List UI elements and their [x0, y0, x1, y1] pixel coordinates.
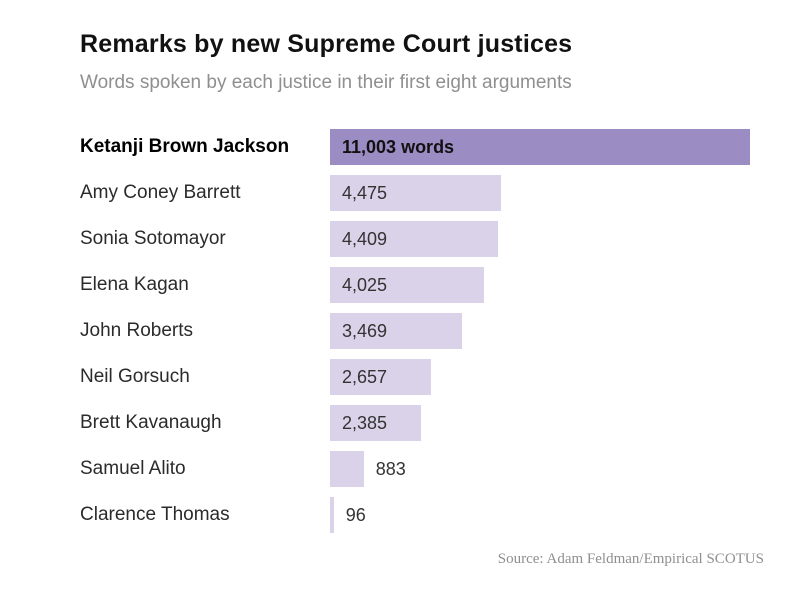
- chart-row: Neil Gorsuch 2,657: [80, 354, 750, 400]
- bar-area: 4,025: [330, 267, 750, 303]
- value-label: 96: [345, 504, 366, 525]
- bar-area: 2,657: [330, 359, 750, 395]
- chart-row: Clarence Thomas 96: [80, 492, 750, 538]
- chart-title: Remarks by new Supreme Court justices: [80, 30, 573, 58]
- value-label: 883: [375, 458, 406, 479]
- value-label: 11,003 words: [342, 136, 455, 157]
- bar-chart: Ketanji Brown Jackson 11,003 words Amy Con…: [80, 124, 750, 538]
- chart-row: Elena Kagan 4,025: [80, 262, 750, 308]
- value-label: 2,385: [342, 412, 388, 433]
- justice-name: Elena Kagan: [80, 274, 189, 295]
- chart-row: Ketanji Brown Jackson 11,003 words: [80, 124, 750, 170]
- value-label: 4,025: [342, 274, 388, 295]
- chart-row: Amy Coney Barrett 4,475: [80, 170, 750, 216]
- bar: 2,657: [330, 359, 432, 395]
- justice-name: John Roberts: [80, 320, 194, 341]
- bar-area: 4,475: [330, 175, 750, 211]
- justice-name: Amy Coney Barrett: [80, 182, 241, 203]
- justice-name: Brett Kavanaugh: [80, 412, 222, 433]
- chart-row: Sonia Sotomayor 4,409: [80, 216, 750, 262]
- bar-area: 883: [330, 451, 750, 487]
- bar-area: 3,469: [330, 313, 750, 349]
- chart-subtitle: Words spoken by each justice in their fi…: [80, 72, 572, 93]
- bar: 3,469: [330, 313, 463, 349]
- bar-area: 11,003 words: [330, 129, 750, 165]
- chart-row: John Roberts 3,469: [80, 308, 750, 354]
- bar: 4,409: [330, 221, 499, 257]
- justice-name: Ketanji Brown Jackson: [80, 136, 290, 157]
- bar-area: 2,385: [330, 405, 750, 441]
- chart-row: Samuel Alito 883: [80, 446, 750, 492]
- bar: 2,385: [330, 405, 422, 441]
- chart-content: Remarks by new Supreme Court justices Wo…: [80, 30, 750, 538]
- justice-name: Clarence Thomas: [80, 504, 230, 525]
- bar-area: 96: [330, 497, 750, 533]
- source-attribution: Source: Adam Feldman/Empirical SCOTUS: [497, 551, 764, 567]
- chart-rows: Ketanji Brown Jackson 11,003 words Amy Con…: [80, 124, 750, 538]
- bar-area: 4,409: [330, 221, 750, 257]
- justice-name: Sonia Sotomayor: [80, 228, 226, 249]
- value-label: 4,475: [342, 182, 388, 203]
- justice-name: Samuel Alito: [80, 458, 186, 479]
- chart-row: Brett Kavanaugh 2,385: [80, 400, 750, 446]
- value-label: 3,469: [342, 320, 388, 341]
- bar: 4,025: [330, 267, 484, 303]
- justice-name: Neil Gorsuch: [80, 366, 190, 387]
- bar: 11,003 words: [330, 129, 750, 165]
- bar: [330, 497, 334, 533]
- value-label: 4,409: [342, 228, 388, 249]
- bar: 4,475: [330, 175, 501, 211]
- bar: [330, 451, 364, 487]
- value-label: 2,657: [342, 366, 388, 387]
